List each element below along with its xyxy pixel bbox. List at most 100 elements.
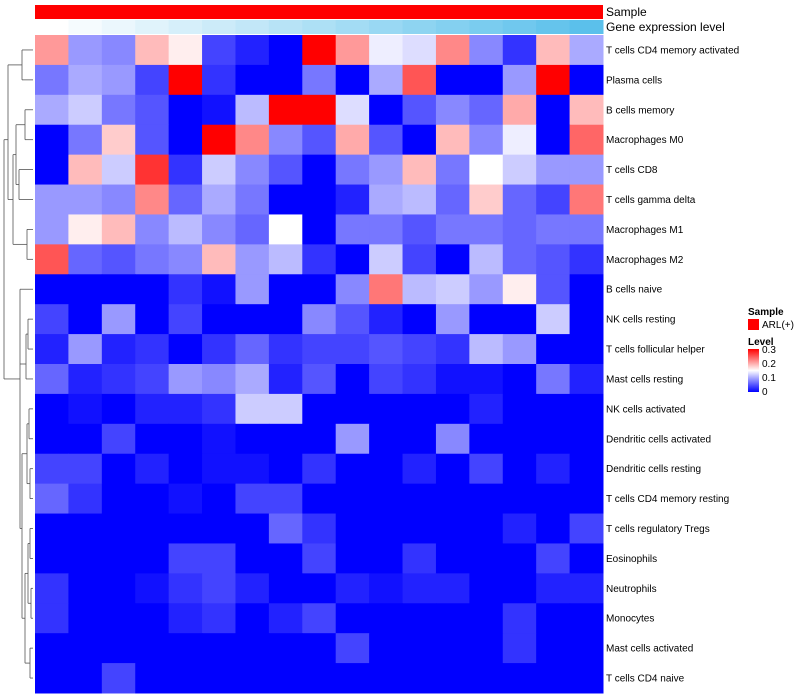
heatmap-cell [202, 543, 236, 574]
heatmap-cell [502, 124, 537, 156]
heatmap-cell [101, 633, 136, 664]
heatmap-cell [502, 64, 537, 96]
row-label: T cells gamma delta [606, 195, 696, 206]
heatmap-cell [168, 393, 203, 425]
heatmap-cell [536, 393, 571, 425]
heatmap-cell [302, 423, 337, 455]
heatmap-cell [536, 214, 571, 245]
heatmap-cell [168, 663, 203, 694]
heatmap-cell [569, 124, 604, 156]
heatmap-cell [402, 94, 437, 126]
heatmap-cell [235, 633, 270, 664]
heatmap-cell [302, 543, 337, 574]
heatmap-cell [101, 154, 136, 186]
heatmap-cell [569, 603, 604, 634]
heatmap-cell [68, 633, 103, 664]
heatmap-cell [101, 453, 136, 485]
heatmap-cell [135, 483, 170, 515]
heatmap-cell [202, 364, 236, 395]
row-dendrogram [3, 49, 33, 679]
heatmap-cell [469, 423, 504, 455]
row-labels: T cells CD4 memory activated Plasma cells… [606, 45, 739, 684]
heatmap-cell [202, 393, 236, 425]
row-label: Mast cells activated [606, 644, 693, 655]
heatmap-cell [101, 334, 136, 365]
row-label: T cells follicular helper [606, 345, 705, 356]
heatmap-cell [135, 94, 170, 126]
heatmap-cell [35, 423, 69, 455]
heatmap-cell [335, 423, 370, 455]
heatmap-cell [369, 603, 404, 634]
heatmap-cell [168, 334, 203, 365]
heatmap-cell [35, 663, 69, 694]
heatmap-cell [569, 453, 604, 485]
gene-annotation-cell [536, 20, 571, 34]
heatmap-cell [168, 543, 203, 574]
heatmap-cell [402, 35, 437, 66]
heatmap-cell [302, 663, 337, 694]
heatmap-cell [502, 274, 537, 305]
heatmap-cell [569, 633, 604, 664]
heatmap-cell [335, 573, 370, 604]
row-label: Mast cells resting [606, 374, 683, 385]
heatmap-cell [268, 334, 303, 365]
heatmap-cell [502, 423, 537, 455]
heatmap-cell [469, 304, 504, 335]
heatmap-cell [502, 633, 537, 664]
heatmap-cell [369, 184, 404, 215]
heatmap-cell [302, 334, 337, 365]
heatmap-cell [435, 334, 470, 365]
heatmap-cell [168, 124, 203, 156]
row-label: Dendritic cells resting [606, 464, 701, 475]
heatmap-cell [101, 214, 136, 245]
heatmap-cell [268, 453, 303, 485]
heatmap-cell [302, 304, 337, 335]
row-label: Macrophages M0 [606, 135, 684, 146]
heatmap-cell [202, 304, 236, 335]
heatmap-cell [302, 633, 337, 664]
row-label: T cells CD4 memory resting [606, 494, 729, 505]
heatmap-cell [202, 64, 236, 96]
heatmap-cell [569, 304, 604, 335]
heatmap-cell [35, 214, 69, 245]
heatmap-cell [168, 244, 203, 275]
heatmap-cell [569, 543, 604, 574]
heatmap-cell [469, 184, 504, 215]
heatmap-cell [68, 483, 103, 515]
heatmap-cell [402, 124, 437, 156]
row-label: T cells CD4 naive [606, 674, 685, 685]
heatmap-cell [402, 513, 437, 544]
heatmap-cell [135, 334, 170, 365]
heatmap-cell [469, 364, 504, 395]
heatmap-cell [469, 483, 504, 515]
heatmap-cell [101, 663, 136, 694]
heatmap-cell [68, 244, 103, 275]
heatmap-cell [536, 124, 571, 156]
heatmap-cell [435, 483, 470, 515]
heatmap-cell [369, 453, 404, 485]
heatmap-cell [469, 603, 504, 634]
heatmap-cell [469, 94, 504, 126]
heatmap-cell [502, 603, 537, 634]
heatmap-cell [435, 214, 470, 245]
heatmap-cell [202, 124, 236, 156]
heatmap-cell [135, 214, 170, 245]
heatmap-cell [569, 35, 604, 66]
heatmap-cell [101, 64, 136, 96]
heatmap-cell [135, 513, 170, 544]
heatmap-cell [302, 393, 337, 425]
heatmap-cell [68, 453, 103, 485]
heatmap-cell [335, 94, 370, 126]
heatmap-cell [469, 214, 504, 245]
heatmap-cell [135, 154, 170, 186]
heatmap-cell [502, 364, 537, 395]
heatmap-cell [235, 35, 270, 66]
row-label: T cells CD8 [606, 165, 658, 176]
heatmap-cell [35, 334, 69, 365]
row-label: NK cells activated [606, 404, 685, 415]
heatmap-cell [335, 35, 370, 66]
heatmap-cell [268, 94, 303, 126]
heatmap-cell [536, 423, 571, 455]
heatmap-cell [268, 663, 303, 694]
heatmap-cell [268, 393, 303, 425]
